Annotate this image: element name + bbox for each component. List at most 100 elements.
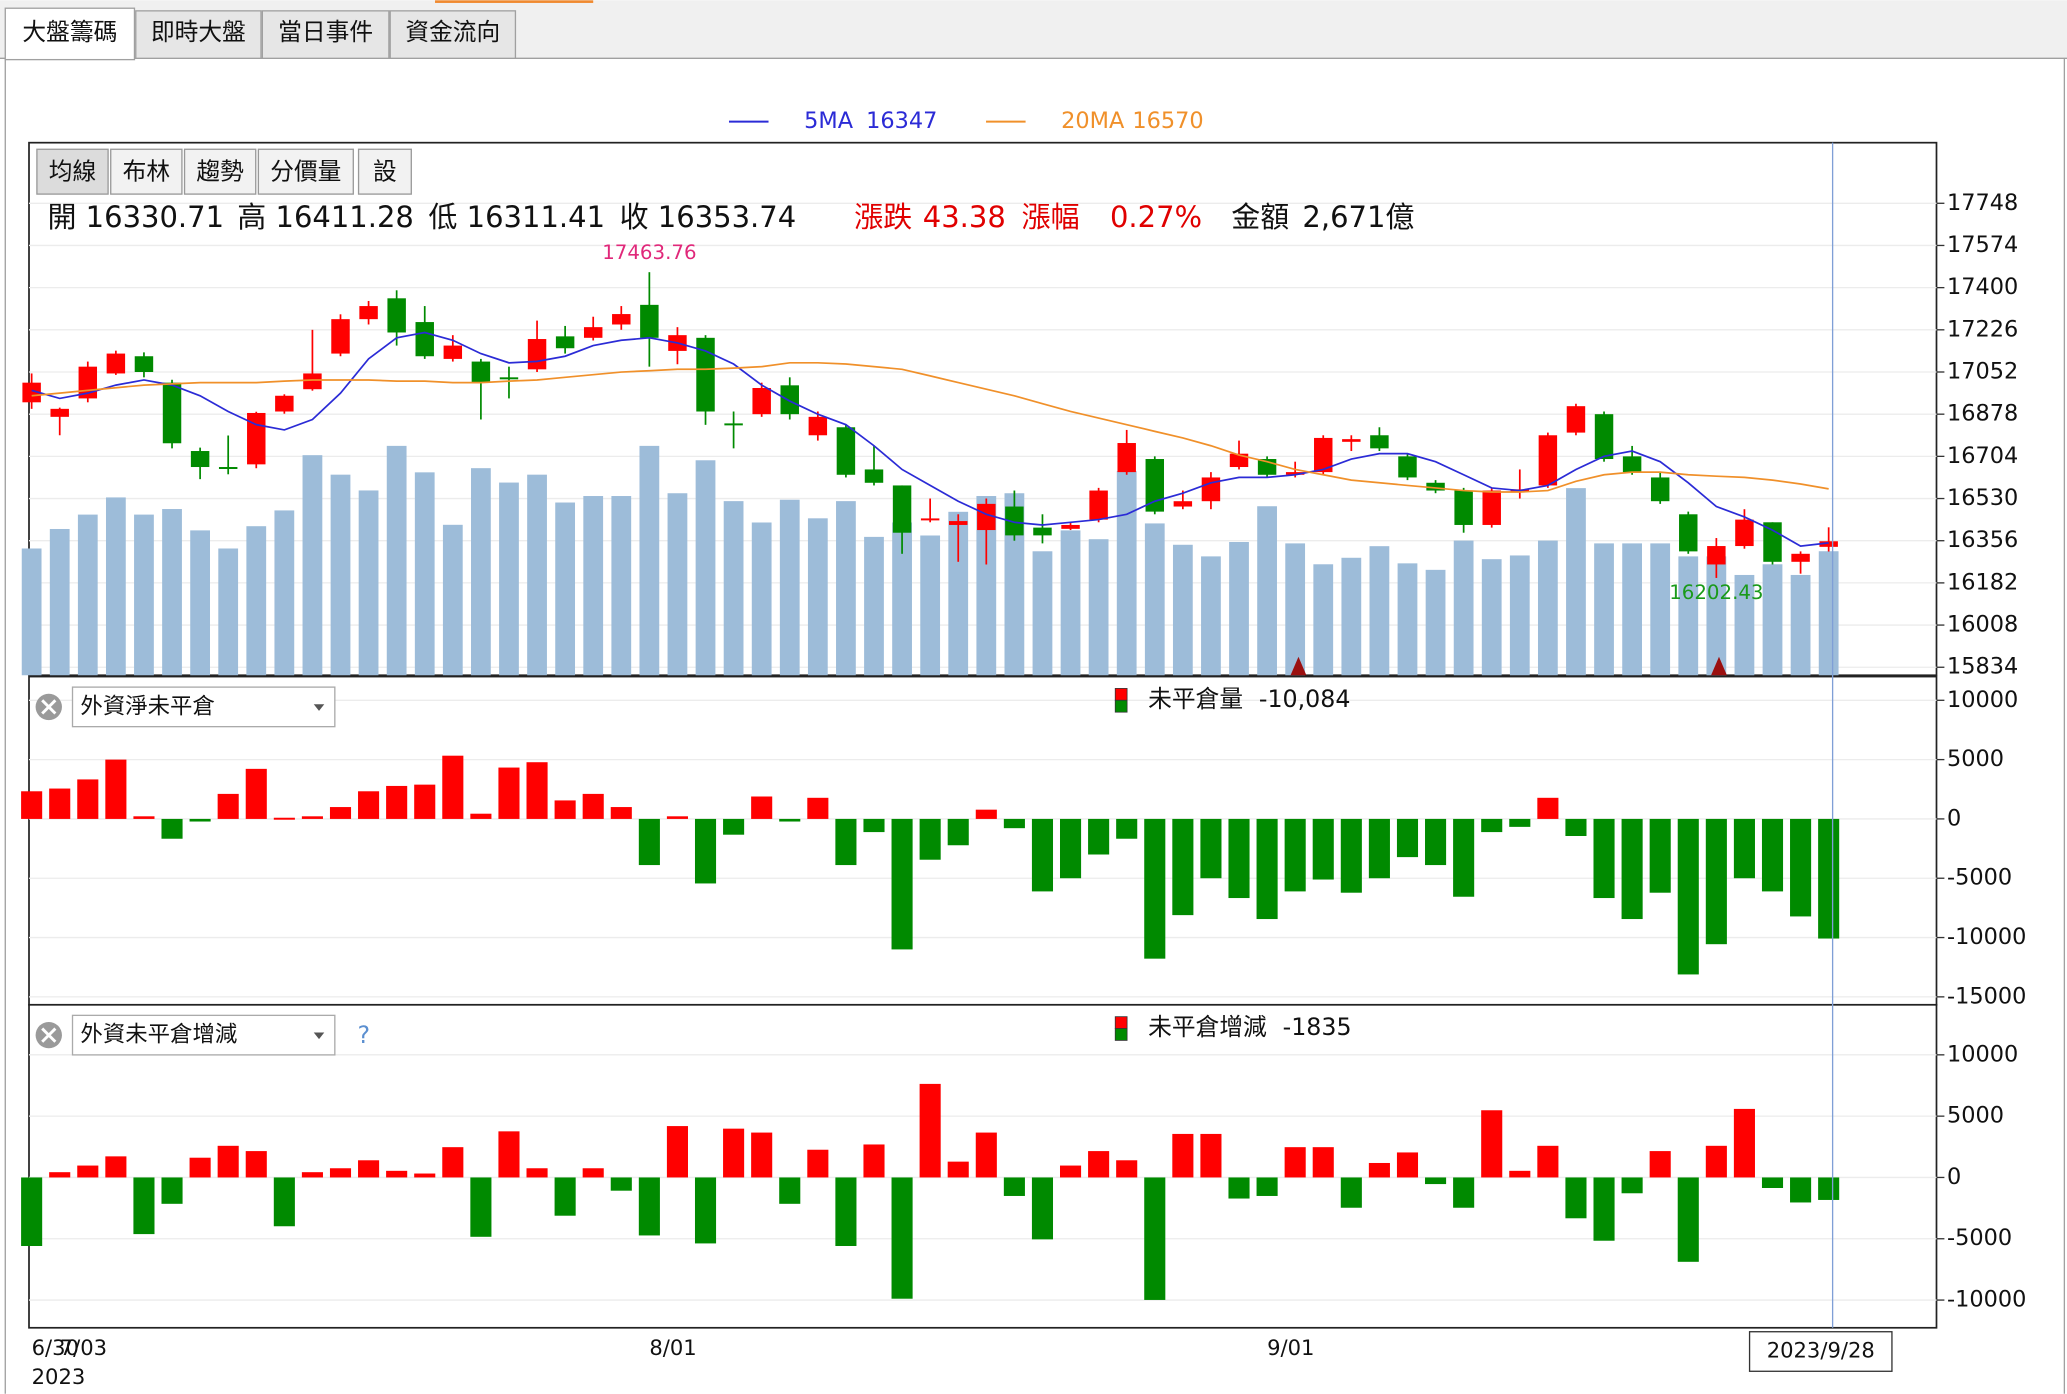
y-tick-label: -5000 [1947,1225,2012,1251]
candle-body [499,377,519,380]
legend-name: 5MA [804,108,854,134]
candle-body [1145,459,1165,512]
candle-body [1426,482,1445,491]
oi-bar [217,793,239,819]
candle-body [1173,501,1193,507]
oi-bar [1144,818,1166,959]
candle-body [864,469,884,483]
cursor-label: 2023/9/28 [1767,1338,1875,1363]
selector-dropdown[interactable]: 外資未平倉增減 [71,1014,336,1056]
dropdown-label: 外資淨未平倉 [80,693,214,719]
oi-bar [554,1177,576,1216]
y-tick-label: -10000 [1947,924,2026,950]
oi-bar [891,1177,913,1299]
oi-bar [21,791,43,819]
volume-bar [1313,564,1334,676]
oi-bar [470,1177,492,1237]
price-annotation: 17463.76 [602,241,696,264]
oi-bar [414,784,436,819]
volume-bar [49,528,70,676]
accent-line [435,0,594,3]
tab[interactable]: 資金流向 [389,10,517,59]
candle-body [1819,541,1838,547]
volume-bar [611,496,632,676]
oi-bar [638,1177,660,1236]
y-tick-label: 15834 [1947,654,2018,680]
volume-bar [1172,544,1193,676]
volume-bar [442,524,463,676]
oi-bar [1003,818,1025,829]
oi-bar [358,1160,380,1178]
oi-bar [1031,1177,1054,1240]
y-tick-label: 0 [1947,1164,1961,1190]
help-icon[interactable]: ? [358,1021,371,1049]
tab[interactable]: 大盤籌碼 [4,7,136,61]
x-tick-label: 6/30 [32,1335,79,1360]
y-tick-label: 17052 [1947,358,2018,384]
volume-bar [414,472,435,676]
oi-bar [1396,818,1419,858]
tab-label: 即時大盤 [151,18,246,46]
selector-dropdown[interactable]: 外資淨未平倉 [71,686,336,728]
oi-bar [1396,1152,1419,1178]
oi-bar [161,818,183,839]
candle-body [977,503,996,531]
volume-bar [639,445,660,676]
candle-body [1005,506,1024,536]
oi-bar [1677,1177,1699,1262]
info-label: 收 [620,200,649,234]
oi-bar [919,818,941,860]
candle-body [22,382,41,403]
candle-body [696,337,715,412]
oi-bar [1705,1145,1727,1178]
volume-bar [77,514,98,676]
volume-bar [1341,557,1362,676]
legend-name: 20MA [1061,108,1125,134]
oi-bar [919,1083,941,1178]
tab-label: 資金流向 [405,18,500,46]
button-box [257,148,354,195]
oi-bar [105,759,127,819]
dropdown-label: 外資未平倉增減 [80,1022,237,1048]
tool-button[interactable]: 分價量 [257,148,354,195]
oi-bar [21,1177,43,1246]
candle-body [387,298,406,333]
tab-box [261,10,390,59]
button-label: 趨勢 [196,157,244,185]
tool-button[interactable]: 布林 [110,148,183,195]
plot-area: 15834 16008 16182 16356 16530 16704 16878 17052… [21,108,2026,1389]
oi-bar [386,1170,408,1178]
oi-bar [1312,1147,1334,1178]
oi-bar [77,779,99,819]
volume-bar [1537,540,1558,676]
tool-button[interactable]: 設 [357,148,412,195]
candle-body [892,485,912,533]
legend-value: 16347 [866,108,937,134]
tool-button[interactable]: 趨勢 [183,148,257,195]
info-value: 16411.28 [276,200,414,234]
legend-icon-down [1114,1028,1128,1041]
volume-bar [1369,546,1390,676]
oi-bar [1256,818,1278,920]
volume-bar [218,548,239,676]
oi-bar [1649,818,1671,893]
oi-bar [1284,1147,1306,1178]
candle-body [920,518,940,521]
oi-bar [1172,1133,1194,1178]
volume-bar [1425,569,1446,676]
volume-bar [779,499,800,676]
volume-bar [1116,470,1137,676]
y-tick-label: 0 [1947,805,1961,831]
tab[interactable]: 即時大盤 [135,10,262,59]
candle-body [1763,522,1782,562]
volume-bar [1144,523,1165,676]
oi-bar [1059,818,1082,879]
oi-bar [1368,1162,1390,1178]
y-tick-label: -5000 [1947,865,2012,891]
tab[interactable]: 當日事件 [261,10,390,59]
oi-bar [414,1173,436,1178]
candle-body [583,327,603,338]
oi-bar [105,1156,127,1178]
tool-button[interactable]: 均線 [36,148,109,195]
